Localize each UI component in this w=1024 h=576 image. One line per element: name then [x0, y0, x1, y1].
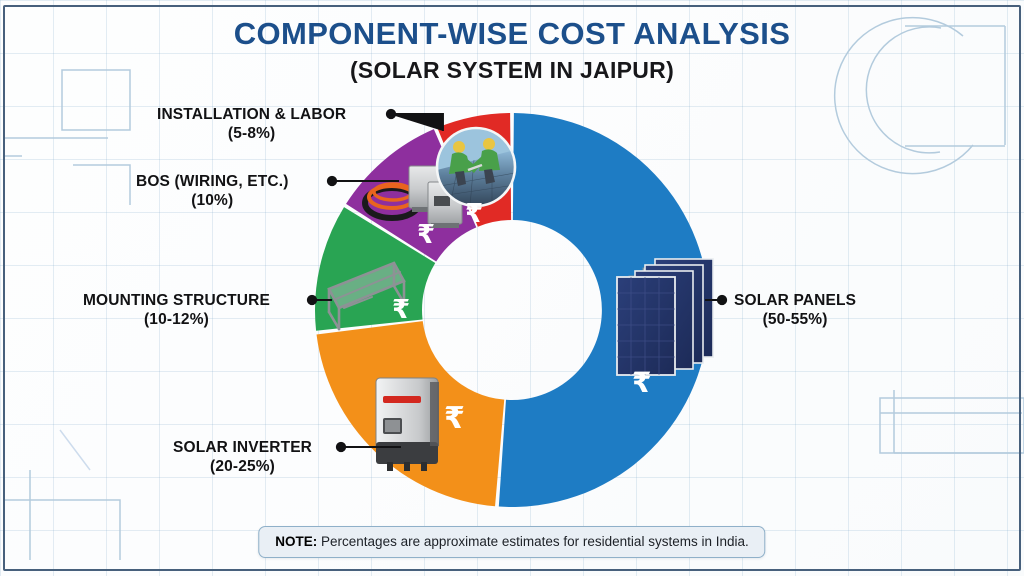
- rupee-glyph-bos: ₹: [417, 220, 435, 250]
- rupee-glyph-installation: ₹: [465, 199, 483, 229]
- label-panels-title: SOLAR PANELS: [734, 292, 857, 309]
- segment-solar-panels: [498, 113, 709, 508]
- header: COMPONENT-WISE COST ANALYSIS (SOLAR SYST…: [0, 16, 1024, 84]
- leader-lines: [306, 108, 728, 453]
- label-mounting-structure: MOUNTING STRUCTURE (10-12%): [83, 291, 270, 330]
- label-solar-panels: SOLAR PANELS (50-55%): [734, 291, 856, 330]
- page-subtitle: (SOLAR SYSTEM IN JAIPUR): [349, 56, 675, 83]
- label-bos-pct: (10%): [191, 192, 234, 210]
- page-frame-border: [3, 5, 1021, 571]
- note-prefix: NOTE:: [275, 534, 318, 549]
- label-installation-labor: INSTALLATION & LABOR (5-8%): [157, 105, 346, 144]
- label-panels-pct: (50-55%): [762, 311, 828, 329]
- solar-panel-stack-icon: ₹: [616, 258, 714, 399]
- label-solar-inverter: SOLAR INVERTER (20-25%): [173, 438, 312, 477]
- rupee-glyph-panels: ₹: [632, 366, 651, 399]
- leader-installation: [389, 113, 444, 131]
- note-text: Percentages are approximate estimates fo…: [317, 534, 749, 549]
- label-mounting-title: MOUNTING STRUCTURE: [83, 292, 270, 309]
- label-installation-pct: (5-8%): [227, 125, 276, 143]
- rupee-glyph-inverter: ₹: [444, 401, 465, 436]
- label-mounting-pct: (10-12%): [144, 311, 209, 329]
- installer-photo-icon: ₹: [435, 126, 517, 229]
- rupee-glyph-mounting: ₹: [392, 295, 410, 325]
- label-installation-title: INSTALLATION & LABOR: [157, 106, 347, 123]
- label-bos-title: BOS (WIRING, ETC.): [136, 173, 289, 190]
- note-box: NOTE: Percentages are approximate estima…: [258, 526, 766, 558]
- label-inverter-title: SOLAR INVERTER: [173, 439, 313, 456]
- label-bos: BOS (WIRING, ETC.) (10%): [136, 172, 289, 211]
- label-inverter-pct: (20-25%): [210, 458, 275, 476]
- inverter-icon: ₹: [375, 377, 465, 471]
- page-title: COMPONENT-WISE COST ANALYSIS: [233, 16, 791, 51]
